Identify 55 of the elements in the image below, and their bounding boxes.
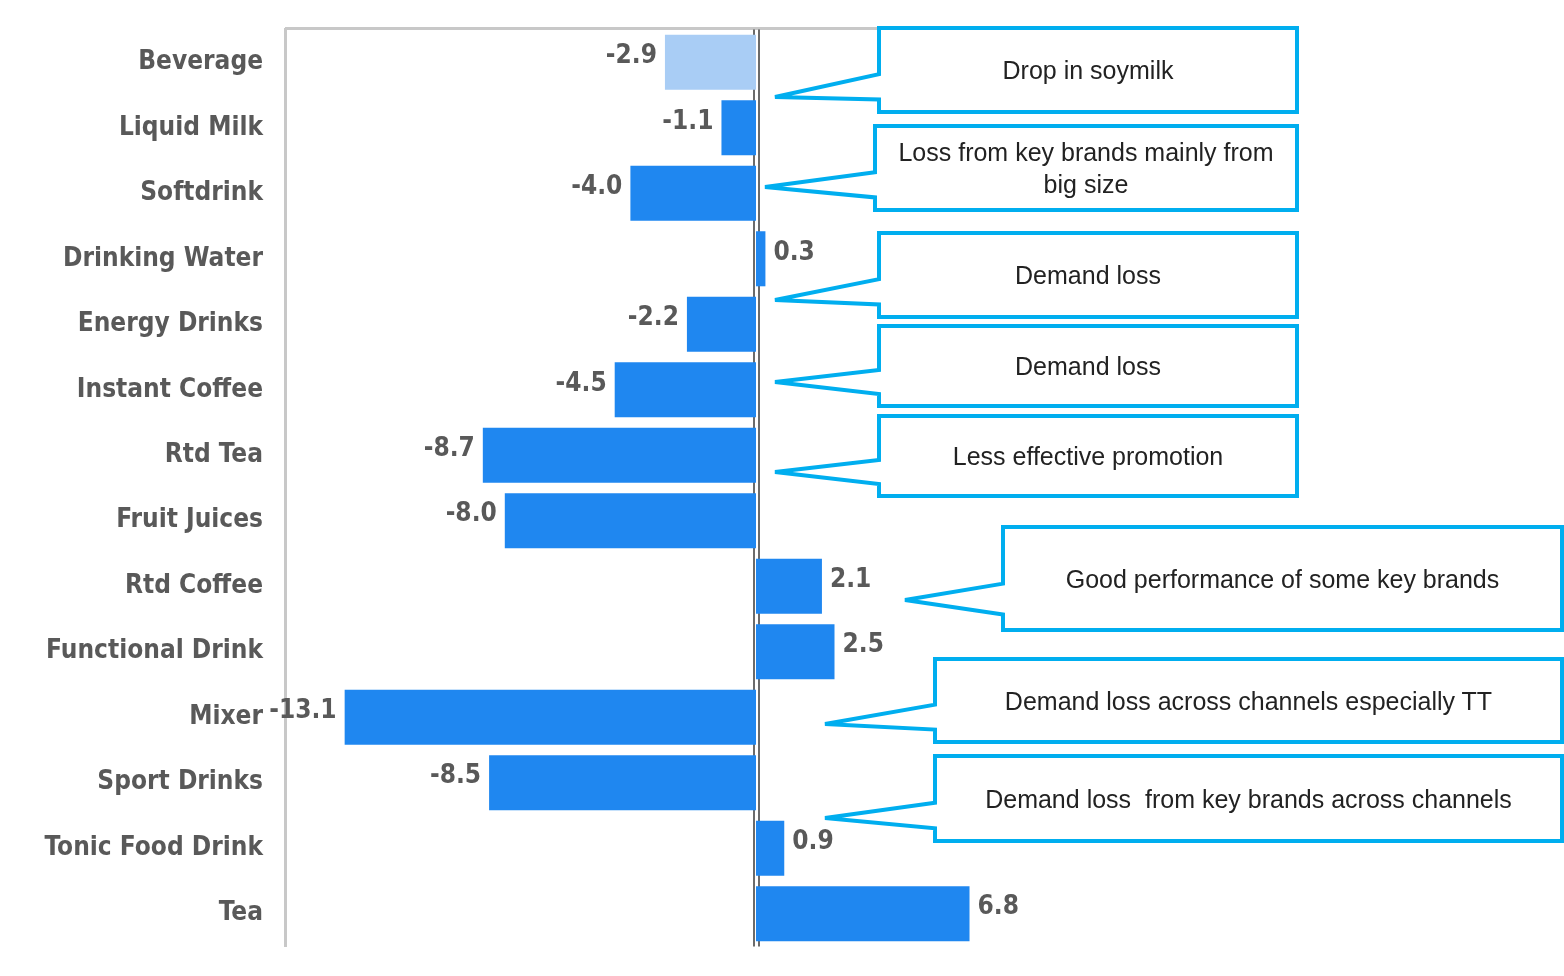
callout-box: Loss from key brands mainly from big size xyxy=(765,126,1299,212)
bar xyxy=(756,558,822,614)
bar xyxy=(489,755,756,811)
annotation: Demand loss xyxy=(1014,351,1162,382)
annotation: Drop in soymilk xyxy=(1001,55,1175,86)
y-tick-label: Instant Coffee xyxy=(76,372,263,403)
data-label: -13.1 xyxy=(269,693,337,724)
y-tick-label: Tonic Food Drink xyxy=(44,830,265,861)
bar xyxy=(756,886,970,942)
callout-box: Drop in soymilk xyxy=(775,28,1299,114)
data-label: 2.1 xyxy=(829,562,872,593)
y-tick-label: Fruit Juices xyxy=(116,503,263,534)
callout-box: Demand loss xyxy=(775,326,1299,408)
data-label: -2.2 xyxy=(627,301,679,332)
annotation: Less effective promotion xyxy=(951,441,1225,472)
bar xyxy=(721,100,756,156)
annotation: Loss from key brands mainly from big size xyxy=(897,137,1275,200)
annotation: Demand loss xyxy=(1014,260,1162,291)
data-label: -4.5 xyxy=(555,366,607,397)
bar xyxy=(686,296,756,352)
y-tick-label: Rtd Tea xyxy=(164,438,263,469)
bar xyxy=(344,689,756,745)
data-label: -4.0 xyxy=(571,170,623,201)
y-tick-label: Softdrink xyxy=(140,176,265,207)
bar xyxy=(756,624,835,680)
callout-box: Less effective promotion xyxy=(775,416,1299,498)
y-tick-label: Tea xyxy=(218,896,263,927)
annotation: Good performance of some key brands xyxy=(1064,563,1501,595)
y-tick-label: Energy Drinks xyxy=(77,307,263,338)
callout-box: Good performance of some key brands xyxy=(905,527,1564,632)
y-tick-label: Mixer xyxy=(189,699,264,730)
bar xyxy=(664,34,756,90)
data-label: -8.0 xyxy=(445,497,497,528)
y-tick-label: Beverage xyxy=(138,45,263,76)
y-tick-label: Liquid Milk xyxy=(118,110,265,141)
data-label: -1.1 xyxy=(662,104,714,135)
y-tick-label: Rtd Coffee xyxy=(124,568,263,599)
annotation: Demand loss from key brands across channels xyxy=(984,783,1513,815)
bar xyxy=(504,493,756,549)
callout-box: Demand loss across channels especially TT xyxy=(825,659,1564,744)
y-tick-label: Functional Drink xyxy=(46,634,265,665)
data-label: 0.3 xyxy=(773,235,815,266)
bar xyxy=(482,427,756,483)
y-tick-label: Drinking Water xyxy=(63,241,264,272)
data-label: 2.5 xyxy=(842,628,884,659)
y-tick-label: Sport Drinks xyxy=(97,765,263,796)
bar xyxy=(756,231,766,287)
data-label: -8.5 xyxy=(429,759,482,790)
data-label: 6.8 xyxy=(977,890,1019,921)
bar xyxy=(630,165,756,221)
data-label: -8.7 xyxy=(423,432,475,463)
data-label: -2.9 xyxy=(605,39,657,70)
bar xyxy=(614,362,756,418)
bar xyxy=(756,820,785,876)
annotation: Demand loss across channels especially TT xyxy=(1003,685,1494,717)
